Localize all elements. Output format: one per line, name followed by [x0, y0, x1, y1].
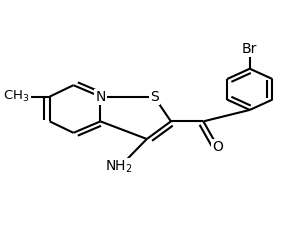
Text: Br: Br	[242, 42, 258, 56]
Text: CH$_3$: CH$_3$	[3, 89, 30, 104]
Text: NH$_2$: NH$_2$	[105, 159, 133, 175]
Text: O: O	[212, 140, 223, 154]
Text: N: N	[95, 90, 106, 104]
Text: S: S	[150, 90, 159, 104]
